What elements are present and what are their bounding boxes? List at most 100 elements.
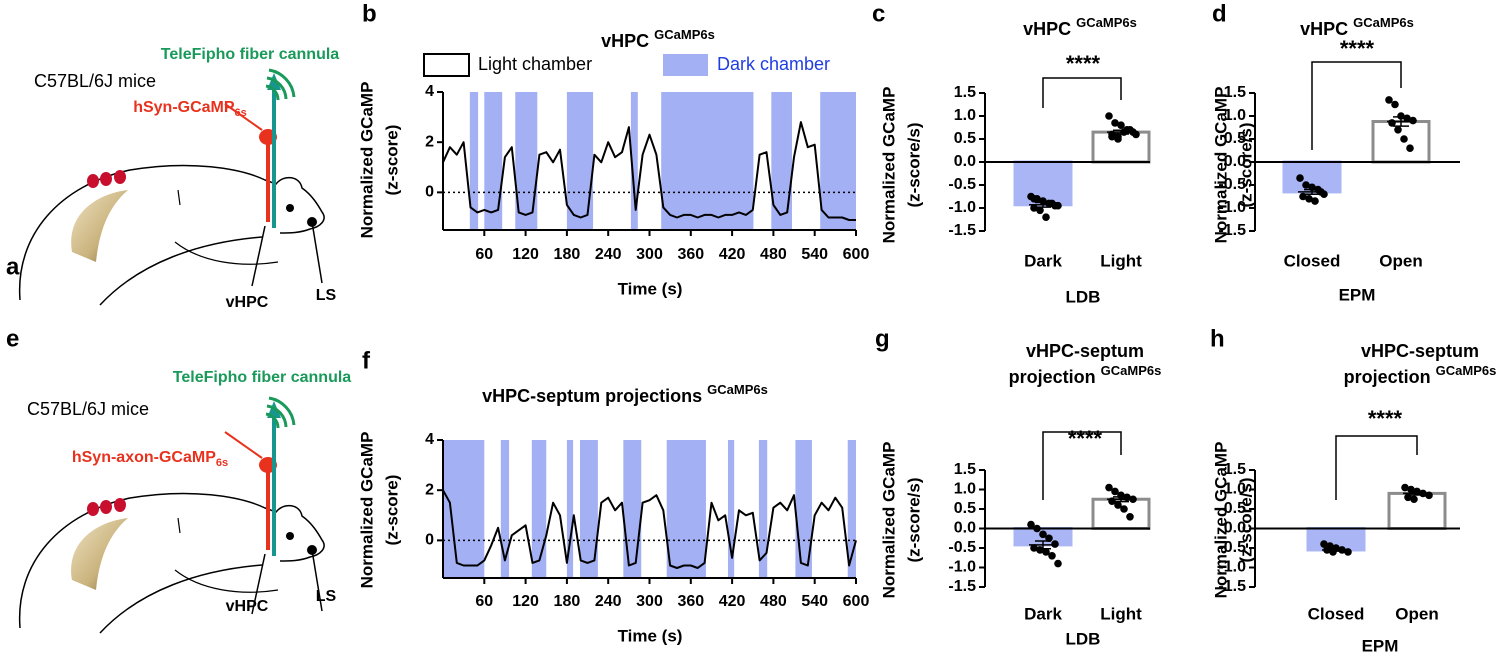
virus-name: hSyn-axon-GCaMP [72,449,216,466]
x-tick-label: 360 [677,246,704,263]
y-axis-label: Normalized GCaMP [879,442,898,599]
data-point [1385,96,1393,104]
title-superscript: GCaMP6s [654,27,715,42]
data-point [1030,195,1038,203]
x-axis-label: Time (s) [618,279,683,298]
data-point [1030,544,1038,552]
virus-subscript: 6s [235,107,247,119]
significance-label: **** [1066,51,1101,76]
dark-period [443,440,485,578]
dark-period [484,92,503,230]
data-point [1045,534,1053,543]
data-point [1401,483,1409,492]
y-tick-label: 0.5 [1224,130,1246,147]
x-tick-label: 420 [719,593,746,610]
strain-label: C57BL/6J mice [27,399,149,419]
y-tick-label: 4 [425,83,434,100]
title-text: vHPC [1300,19,1348,39]
data-point [1296,174,1304,182]
x-tick-label: Light [1100,604,1142,623]
x-tick-label: 540 [801,246,828,263]
x-axis-label: LDB [1066,629,1101,648]
y-axis-label: (z-score/s) [904,122,923,207]
y-tick-label: 2 [425,133,434,150]
data-point [1030,204,1038,212]
region-label: vHPC [226,294,269,311]
y-tick-label: 0.0 [954,153,976,170]
title-text: projection [1344,367,1431,387]
data-point [1114,501,1122,509]
panel-letter: g [875,325,890,352]
legend-swatch [423,53,470,77]
y-tick-label: 1.5 [954,84,976,101]
data-point [1120,505,1128,513]
error-bar [1107,129,1135,135]
dark-period [727,440,735,578]
legend-label: Light chamber [478,54,592,74]
data-point [1311,197,1319,205]
y-tick-label: 1.5 [1224,461,1246,478]
title-superscript: GCaMP6s [1353,15,1414,30]
x-axis-label: EPM [1339,285,1376,304]
data-point [1108,132,1116,141]
data-point [1027,520,1035,529]
y-tick-label: -0.5 [948,539,976,556]
title-text: vHPC-septum [1361,341,1479,361]
x-tick-label: 60 [475,246,493,263]
cannula-label: TeleFipho fiber cannula [161,46,339,63]
y-tick-label: 1.0 [954,107,976,124]
dark-period [847,440,856,578]
x-tick-label: Dark [1024,251,1062,270]
dark-period [630,92,638,230]
cannula-label: TeleFipho fiber cannula [173,369,351,386]
x-tick-label: 300 [636,246,663,263]
trace [442,121,856,221]
y-tick-label: -0.5 [1218,539,1246,556]
x-tick-label: 240 [595,593,622,610]
y-tick-label: -0.5 [948,176,976,193]
y-tick-label: -1.0 [948,199,976,216]
chart-title: vHPC-septum projections GCaMP6s [482,382,768,405]
data-point [1111,487,1119,496]
virus-name: hSyn-GCaMP [133,99,235,116]
x-tick-label: 360 [677,593,704,610]
panel-letter: h [1210,325,1225,352]
data-point [1305,195,1313,203]
x-tick-label: 180 [554,246,581,263]
virus-label: hSyn-axon-GCaMP6s [72,449,228,469]
y-axis-label: Normalized GCaMP [1211,87,1230,244]
y-tick-label: 0.0 [1224,520,1246,537]
error-bar [1322,548,1350,552]
dark-period [469,92,479,230]
dark-period [515,92,538,230]
y-tick-label: -1.0 [1218,559,1246,576]
error-bar [1403,491,1431,496]
x-tick-label: 180 [554,593,581,610]
chart-title: vHPC GCaMP6s [1023,15,1137,38]
dark-period [771,92,792,230]
data-point [1042,548,1050,556]
chart-title: vHPC-septum [1361,341,1479,361]
y-axis-label: Normalized GCaMP [357,82,376,239]
x-tick-label: Open [1379,251,1422,270]
x-tick-label: 420 [719,246,746,263]
data-point [1048,552,1056,560]
chart-title: vHPC GCaMP6s [1300,15,1414,38]
x-axis-label: EPM [1362,636,1399,655]
error-bar [1107,496,1135,503]
dark-period [500,440,510,578]
data-point [1042,213,1050,221]
title-superscript: GCaMP6s [1436,363,1497,378]
data-point [1105,112,1113,120]
data-point [1409,116,1417,125]
dark-period [820,92,856,230]
dark-period [531,440,547,578]
title-superscript: GCaMP6s [1076,15,1137,30]
x-tick-label: 540 [801,593,828,610]
data-point [1039,530,1047,539]
data-point [1406,144,1414,152]
y-axis-label: (z-score) [382,125,401,196]
data-point [1054,201,1062,210]
data-point [1126,513,1134,521]
